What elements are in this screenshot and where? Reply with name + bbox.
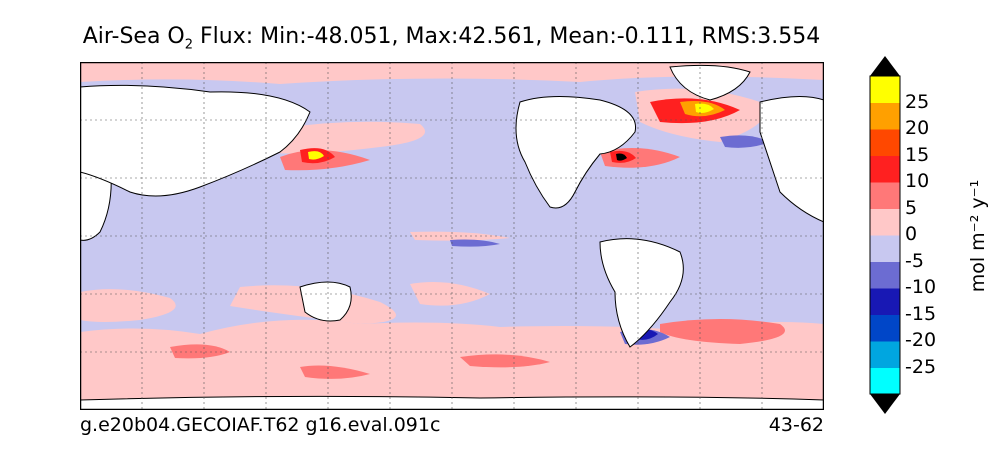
- colorbar-tick-label: 20: [905, 117, 930, 139]
- colorbar-band: [870, 129, 900, 156]
- colorbar-band: [870, 208, 900, 236]
- colorbar-tick-label: 10: [905, 170, 930, 192]
- colorbar-tick-label: -25: [905, 355, 937, 378]
- flux-region-tropical-pacific-neg: [450, 239, 500, 247]
- flux-region-antarctic-coast: [300, 365, 370, 379]
- colorbar-tick-label: -5: [905, 249, 924, 272]
- flux-map: [80, 62, 824, 410]
- flux-region-s-indian: [170, 344, 230, 359]
- land-greenland: [669, 64, 751, 101]
- colorbar-band: [870, 102, 900, 130]
- flux-region-southern-band-2: [80, 289, 176, 322]
- colorbar-units-label: mol m⁻² y⁻¹: [967, 179, 989, 293]
- colorbar-band: [870, 182, 900, 209]
- colorbar-band: [870, 314, 900, 342]
- land-australia: [299, 281, 352, 322]
- flux-region-kuroshio-core: [308, 151, 324, 160]
- flux-region-n-atlantic-peak: [695, 103, 714, 113]
- map-gridlines: [80, 62, 824, 410]
- colorbar: [869, 56, 901, 414]
- colorbar-band: [870, 288, 900, 315]
- land-asia-west: [80, 84, 311, 197]
- colorbar-bands: [870, 76, 900, 395]
- colorbar-tick-label: -15: [905, 302, 937, 325]
- land-south-america: [599, 238, 684, 348]
- colorbar-tick-label: 0: [905, 223, 918, 245]
- colorbar-tick-label: 5: [905, 196, 918, 219]
- land-europe-asia: [759, 95, 824, 223]
- colorbar-tick-label: -10: [905, 276, 937, 298]
- colorbar-band: [870, 367, 900, 395]
- colorbar-band: [870, 76, 900, 103]
- flux-region-s-atlantic: [660, 319, 785, 344]
- colorbar-extend-low: [870, 394, 900, 414]
- colorbar-tick-label: -20: [905, 329, 937, 351]
- year-range-label: 43-62: [768, 414, 824, 436]
- flux-region-gulf-stream-peak: [616, 153, 627, 161]
- flux-region-e-atlantic-neg: [720, 135, 770, 148]
- plot-title: Air-Sea O2 Flux: Min:-48.051, Max:42.561…: [82, 24, 821, 53]
- flux-region-s-pacific-red: [460, 354, 550, 368]
- colorbar-tick-label: 15: [905, 143, 930, 166]
- colorbar-band: [870, 155, 900, 183]
- colorbar-band: [870, 261, 900, 289]
- colorbar-band: [870, 235, 900, 262]
- colorbar-band: [870, 341, 900, 368]
- run-id-label: g.e20b04.GECOIAF.T62 g16.eval.091c: [80, 414, 441, 436]
- colorbar-tick-label: 25: [905, 90, 930, 113]
- colorbar-extend-high: [870, 56, 900, 76]
